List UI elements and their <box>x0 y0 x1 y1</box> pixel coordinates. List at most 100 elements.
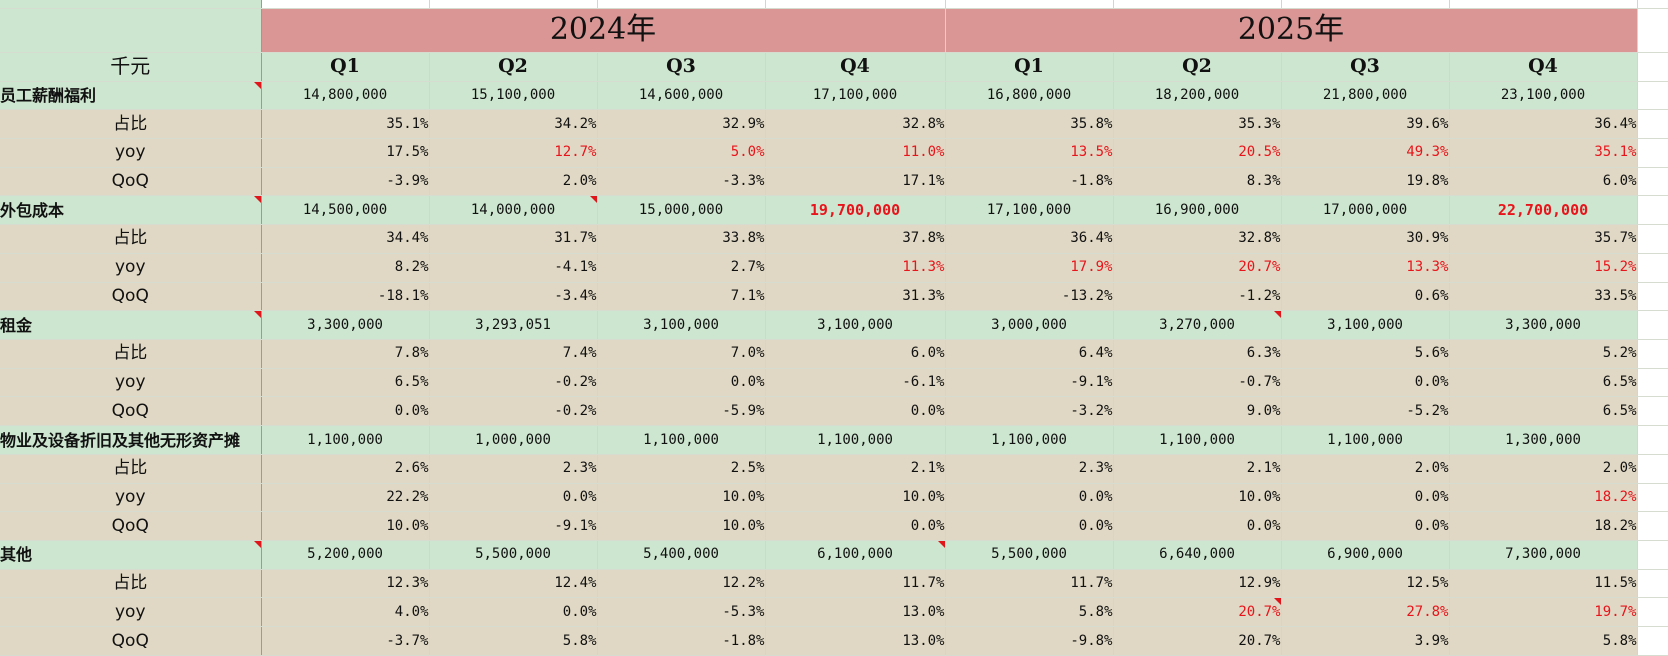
metric-value-cell[interactable]: -9.1% <box>945 368 1114 398</box>
blank-cell[interactable] <box>1637 109 1668 139</box>
year-header-2025[interactable]: 2025年 <box>945 8 1638 53</box>
metric-value-cell[interactable]: 0.6% <box>1281 282 1450 312</box>
metric-value-cell[interactable]: 2.0% <box>1449 454 1638 484</box>
metric-value-cell[interactable]: 35.8% <box>945 109 1114 139</box>
category-value-cell[interactable]: 5,400,000 <box>597 540 766 570</box>
category-value-cell[interactable]: 14,500,000 <box>261 195 430 226</box>
metric-value-cell[interactable]: 13.5% <box>945 138 1114 168</box>
metric-value-cell[interactable]: -3.7% <box>261 626 430 656</box>
category-value-cell[interactable]: 3,300,000 <box>1449 310 1638 340</box>
metric-value-cell[interactable]: 11.5% <box>1449 569 1638 599</box>
metric-value-cell[interactable]: 8.3% <box>1113 167 1282 197</box>
category-value-cell[interactable]: 5,500,000 <box>429 540 598 570</box>
metric-value-cell[interactable]: 6.0% <box>1449 167 1638 197</box>
spacer-cell[interactable] <box>945 0 1114 9</box>
spacer-cell[interactable] <box>1449 0 1638 9</box>
metric-label[interactable]: QoQ <box>0 282 262 312</box>
category-value-cell[interactable]: 15,000,000 <box>597 195 766 226</box>
category-value-cell[interactable]: 22,700,000 <box>1449 195 1638 226</box>
metric-value-cell[interactable]: 32.8% <box>1113 224 1282 254</box>
metric-value-cell[interactable]: 32.8% <box>765 109 946 139</box>
category-value-cell[interactable]: 7,300,000 <box>1449 540 1638 570</box>
metric-value-cell[interactable]: -3.3% <box>597 167 766 197</box>
category-label[interactable]: 其他 <box>0 540 262 570</box>
category-value-cell[interactable]: 1,300,000 <box>1449 425 1638 455</box>
category-label[interactable]: 物业及设备折旧及其他无形资产摊 <box>0 425 262 455</box>
category-value-cell[interactable]: 23,100,000 <box>1449 81 1638 111</box>
metric-value-cell[interactable]: 32.9% <box>597 109 766 139</box>
metric-value-cell[interactable]: 10.0% <box>261 511 430 542</box>
metric-value-cell[interactable]: 0.0% <box>261 396 430 427</box>
category-value-cell[interactable]: 3,300,000 <box>261 310 430 340</box>
metric-value-cell[interactable]: 13.0% <box>765 626 946 656</box>
category-value-cell[interactable]: 5,200,000 <box>261 540 430 570</box>
metric-value-cell[interactable]: 7.4% <box>429 339 598 369</box>
metric-value-cell[interactable]: 6.0% <box>765 339 946 369</box>
blank-cell[interactable] <box>1637 483 1668 513</box>
unit-label[interactable]: 千元 <box>0 52 262 82</box>
metric-value-cell[interactable]: -9.8% <box>945 626 1114 656</box>
quarter-header[interactable]: Q4 <box>765 52 946 82</box>
metric-value-cell[interactable]: -5.9% <box>597 396 766 427</box>
quarter-header[interactable]: Q1 <box>261 52 430 82</box>
metric-value-cell[interactable]: -3.2% <box>945 396 1114 427</box>
metric-value-cell[interactable]: 20.7% <box>1113 626 1282 656</box>
metric-value-cell[interactable]: 3.9% <box>1281 626 1450 656</box>
spacer-cell[interactable] <box>1113 0 1282 9</box>
metric-value-cell[interactable]: 6.4% <box>945 339 1114 369</box>
spacer-cell[interactable] <box>429 0 598 9</box>
metric-value-cell[interactable]: 39.6% <box>1281 109 1450 139</box>
metric-value-cell[interactable]: 49.3% <box>1281 138 1450 168</box>
metric-value-cell[interactable]: 0.0% <box>1113 511 1282 542</box>
blank-cell[interactable] <box>1637 310 1668 340</box>
category-value-cell[interactable]: 18,200,000 <box>1113 81 1282 111</box>
metric-value-cell[interactable]: -3.4% <box>429 282 598 312</box>
metric-label[interactable]: yoy <box>0 138 262 168</box>
metric-value-cell[interactable]: 30.9% <box>1281 224 1450 254</box>
category-value-cell[interactable]: 1,000,000 <box>429 425 598 455</box>
metric-value-cell[interactable]: 4.0% <box>261 597 430 628</box>
metric-value-cell[interactable]: 12.3% <box>261 569 430 599</box>
blank-cell[interactable] <box>1637 224 1668 254</box>
metric-value-cell[interactable]: 17.1% <box>765 167 946 197</box>
category-value-cell[interactable]: 1,100,000 <box>1113 425 1282 455</box>
blank-cell[interactable] <box>1637 425 1668 455</box>
metric-value-cell[interactable]: -3.9% <box>261 167 430 197</box>
metric-value-cell[interactable]: 10.0% <box>597 483 766 513</box>
metric-value-cell[interactable]: 8.2% <box>261 253 430 283</box>
metric-value-cell[interactable]: -5.3% <box>597 597 766 628</box>
metric-value-cell[interactable]: 12.9% <box>1113 569 1282 599</box>
category-value-cell[interactable]: 1,100,000 <box>1281 425 1450 455</box>
metric-value-cell[interactable]: 2.1% <box>1113 454 1282 484</box>
metric-value-cell[interactable]: 35.1% <box>1449 138 1638 168</box>
metric-value-cell[interactable]: 35.7% <box>1449 224 1638 254</box>
metric-value-cell[interactable]: 34.2% <box>429 109 598 139</box>
metric-value-cell[interactable]: 17.5% <box>261 138 430 168</box>
category-value-cell[interactable]: 19,700,000 <box>765 195 946 226</box>
category-label[interactable]: 租金 <box>0 310 262 340</box>
metric-value-cell[interactable]: 6.5% <box>1449 368 1638 398</box>
blank-cell[interactable] <box>1637 195 1668 226</box>
blank-cell[interactable] <box>1637 138 1668 168</box>
category-label[interactable]: 员工薪酬福利 <box>0 81 262 111</box>
blank-cell[interactable] <box>1637 396 1668 427</box>
category-value-cell[interactable]: 1,100,000 <box>945 425 1114 455</box>
metric-value-cell[interactable]: -18.1% <box>261 282 430 312</box>
spacer-cell[interactable] <box>1281 0 1450 9</box>
metric-label[interactable]: 占比 <box>0 339 262 369</box>
metric-value-cell[interactable]: -0.7% <box>1113 368 1282 398</box>
category-value-cell[interactable]: 3,100,000 <box>1281 310 1450 340</box>
metric-value-cell[interactable]: 31.7% <box>429 224 598 254</box>
metric-value-cell[interactable]: 2.5% <box>597 454 766 484</box>
metric-label[interactable]: QoQ <box>0 626 262 656</box>
blank-header-cell[interactable] <box>1637 8 1668 53</box>
metric-value-cell[interactable]: 0.0% <box>1281 483 1450 513</box>
metric-value-cell[interactable]: 9.0% <box>1113 396 1282 427</box>
metric-value-cell[interactable]: 20.5% <box>1113 138 1282 168</box>
metric-value-cell[interactable]: 5.8% <box>945 597 1114 628</box>
category-value-cell[interactable]: 3,270,000 <box>1113 310 1282 340</box>
metric-value-cell[interactable]: 6.5% <box>1449 396 1638 427</box>
category-value-cell[interactable]: 3,293,051 <box>429 310 598 340</box>
blank-cell[interactable] <box>1637 626 1668 656</box>
category-value-cell[interactable]: 6,640,000 <box>1113 540 1282 570</box>
